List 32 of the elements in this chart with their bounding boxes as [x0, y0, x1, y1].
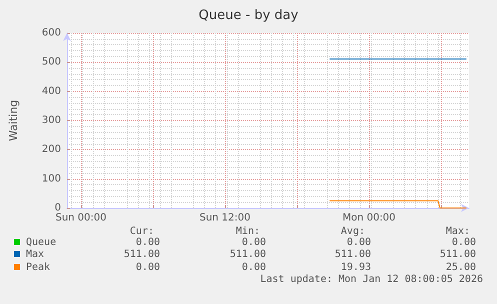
text: 511.00 [440, 249, 476, 262]
legend-label: Queue [26, 237, 56, 249]
text: 19.93 [340, 262, 371, 274]
text: 0.00 [452, 237, 476, 249]
text: Max: [446, 226, 470, 238]
legend-label: Max [26, 249, 44, 262]
y-tick-label: 400 [42, 86, 61, 97]
y-tick-label: 100 [42, 173, 61, 184]
text: Cur: [130, 226, 154, 238]
text: 0.00 [242, 262, 266, 274]
x-tick-label: Mon 00:00 [342, 212, 396, 224]
y-tick-label: 0 [54, 202, 61, 214]
text: Last update: Mon Jan 12 08:00:05 2026 [260, 274, 483, 286]
text: 511.00 [230, 249, 266, 262]
text: Avg: [340, 226, 365, 238]
text: 0.00 [346, 237, 371, 249]
text: 511.00 [124, 249, 160, 262]
text: 0.00 [136, 237, 160, 249]
text: Min: [236, 226, 260, 238]
y-axis-title: Waiting [7, 100, 20, 142]
text: 0.00 [242, 237, 266, 249]
legend-label: Peak [26, 262, 50, 274]
y-tick-label: 500 [42, 56, 61, 68]
text: 25.00 [446, 262, 476, 274]
y-tick-label: 300 [42, 115, 61, 126]
y-tick-label: 600 [42, 28, 61, 38]
chart-title: Queue - by day [198, 8, 299, 23]
y-tick-label: 200 [42, 144, 61, 156]
x-tick-label: Sun 12:00 [199, 212, 251, 224]
x-tick-label: Sun 00:00 [55, 212, 107, 224]
text: 511.00 [334, 249, 371, 262]
text: 0.00 [136, 262, 160, 274]
